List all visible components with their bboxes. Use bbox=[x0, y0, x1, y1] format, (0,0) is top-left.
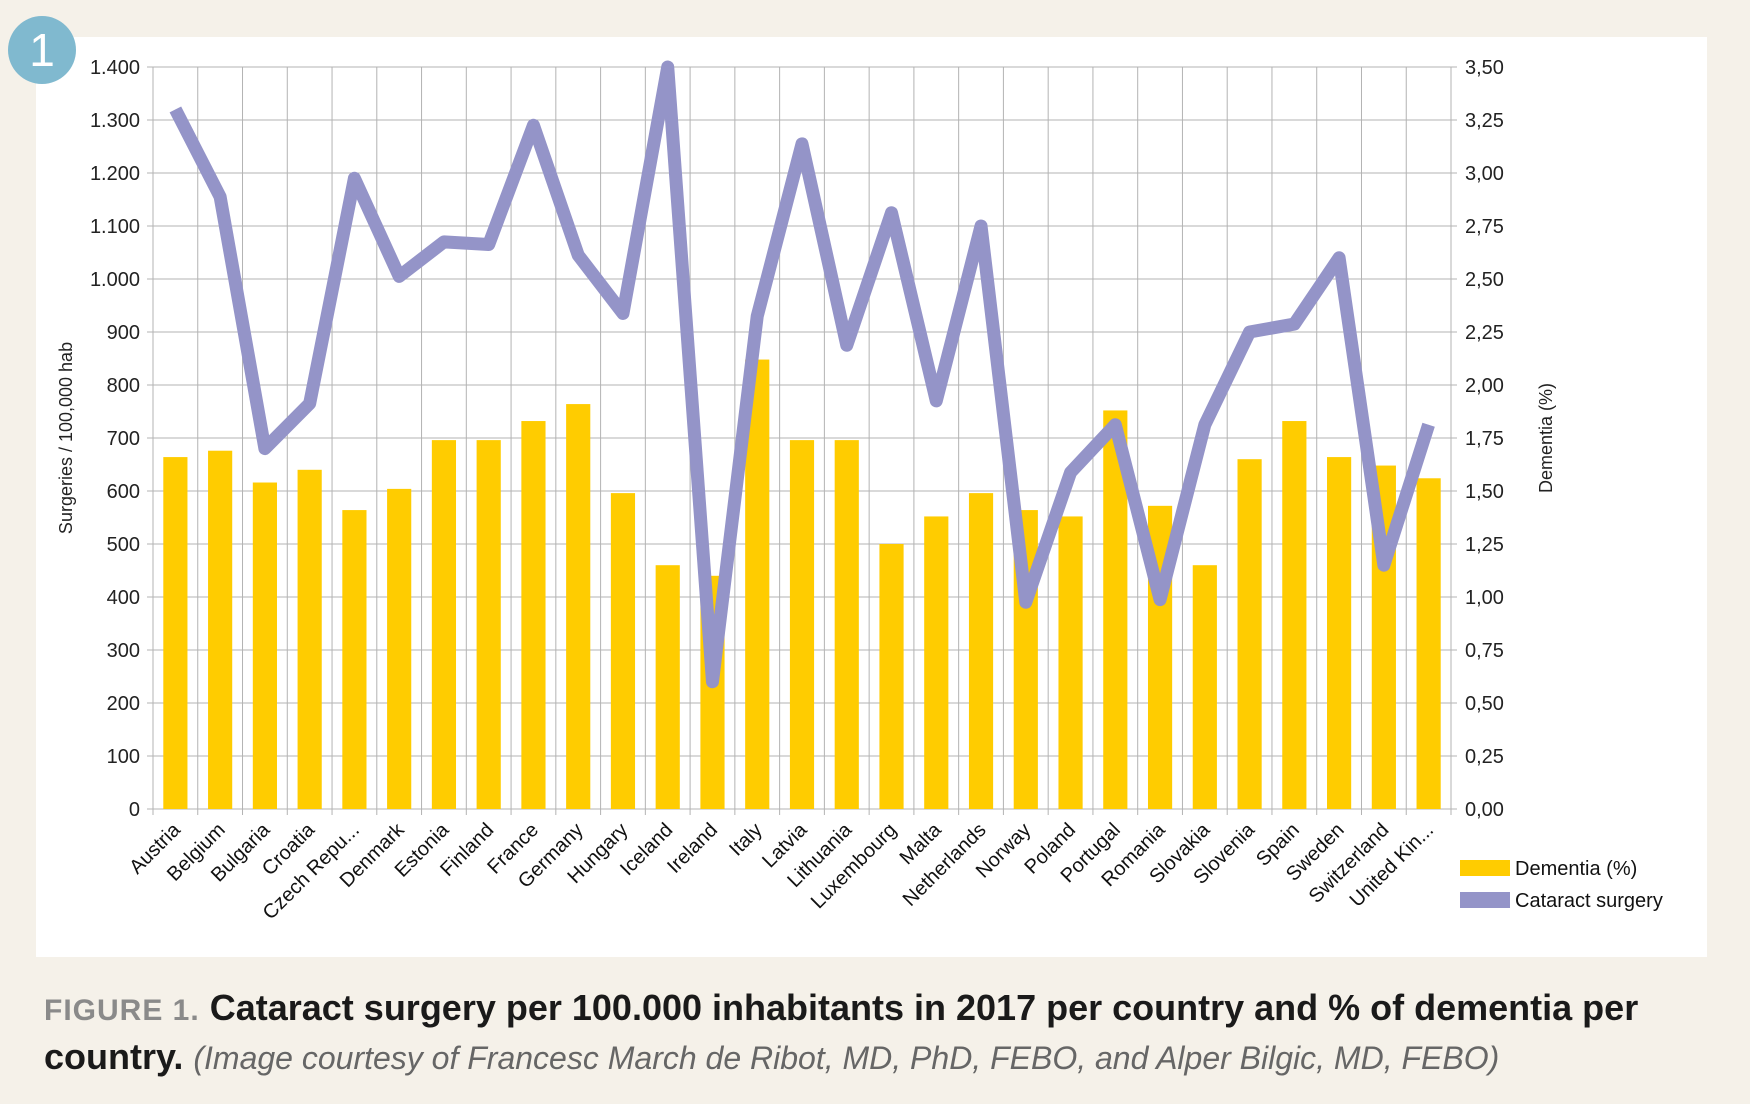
y-axis-title: Surgeries / 100,000 hab bbox=[56, 342, 76, 534]
y-right-tick-label: 1,25 bbox=[1465, 534, 1504, 556]
bar-dementia bbox=[1058, 516, 1083, 809]
bar-dementia bbox=[1237, 459, 1262, 809]
x-tick-label: Ireland bbox=[663, 819, 722, 878]
y-right-tick-label: 3,00 bbox=[1465, 163, 1504, 185]
y-right-axis-title: Dementia (%) bbox=[1536, 383, 1556, 493]
y-right-tick-label: 2,25 bbox=[1465, 322, 1504, 344]
y-tick-label: 300 bbox=[107, 640, 140, 662]
bar-dementia bbox=[1416, 478, 1441, 809]
y-right-tick-label: 1,75 bbox=[1465, 428, 1504, 450]
caption-title: Cataract surgery per 100.000 inhabitants… bbox=[44, 987, 1639, 1077]
y-tick-label: 0 bbox=[129, 799, 140, 821]
bar-dementia bbox=[431, 440, 457, 809]
combo-chart: 0 0,00 100 0,25 200 0,50 300 0,75 400 1,00 500 1,25… bbox=[56, 57, 1663, 924]
y-tick-label: 800 bbox=[107, 375, 140, 397]
bar-dementia bbox=[521, 421, 546, 809]
y-right-tick-label: 1,00 bbox=[1465, 587, 1504, 609]
bar-dementia bbox=[968, 493, 994, 809]
y-tick-label: 900 bbox=[107, 322, 140, 344]
legend-label: Cataract surgery bbox=[1515, 890, 1663, 912]
y-tick-label: 700 bbox=[107, 428, 140, 450]
y-right-tick-label: 2,50 bbox=[1465, 269, 1504, 291]
y-tick-label: 1.300 bbox=[90, 110, 140, 132]
y-tick-label: 1.100 bbox=[90, 216, 140, 238]
bar-dementia bbox=[342, 510, 367, 809]
y-right-tick-label: 0,25 bbox=[1465, 746, 1504, 768]
bar-dementia bbox=[1192, 565, 1217, 809]
figure-label: FIGURE 1. bbox=[44, 994, 200, 1027]
bar-dementia bbox=[566, 404, 591, 809]
y-tick-label: 200 bbox=[107, 693, 140, 715]
figure-caption: FIGURE 1. Cataract surgery per 100.000 i… bbox=[44, 985, 1724, 1081]
y-right-tick-label: 3,50 bbox=[1465, 57, 1504, 79]
bar-dementia bbox=[476, 440, 501, 809]
legend-swatch bbox=[1460, 892, 1510, 908]
y-tick-label: 100 bbox=[107, 746, 140, 768]
bar-dementia bbox=[924, 516, 949, 809]
legend-swatch bbox=[1460, 860, 1510, 876]
bar-dementia bbox=[1282, 421, 1307, 809]
y-tick-label: 600 bbox=[107, 481, 140, 503]
y-right-tick-label: 1,50 bbox=[1465, 481, 1504, 503]
bar-dementia bbox=[297, 469, 322, 809]
bar-dementia bbox=[789, 440, 815, 809]
y-right-tick-label: 0,50 bbox=[1465, 693, 1504, 715]
figure-number-badge: 1 bbox=[8, 16, 76, 84]
y-right-tick-label: 2,75 bbox=[1465, 216, 1504, 238]
bar-dementia bbox=[834, 440, 859, 809]
bar-dementia bbox=[879, 544, 904, 809]
bar-dementia bbox=[387, 488, 412, 809]
y-tick-label: 1.200 bbox=[90, 163, 140, 185]
y-tick-label: 500 bbox=[107, 534, 140, 556]
bar-dementia bbox=[208, 450, 233, 809]
y-right-tick-label: 3,25 bbox=[1465, 110, 1504, 132]
y-tick-label: 1.400 bbox=[90, 57, 140, 79]
bar-dementia bbox=[610, 493, 636, 809]
y-right-tick-label: 2,00 bbox=[1465, 375, 1504, 397]
caption-credit: (Image courtesy of Francesc March de Rib… bbox=[193, 1040, 1500, 1076]
legend-label: Dementia (%) bbox=[1515, 858, 1637, 880]
y-right-tick-label: 0,00 bbox=[1465, 799, 1504, 821]
y-tick-label: 400 bbox=[107, 587, 140, 609]
bar-dementia bbox=[1327, 457, 1352, 809]
bar-dementia bbox=[163, 457, 188, 809]
bar-dementia bbox=[252, 482, 277, 809]
y-right-tick-label: 0,75 bbox=[1465, 640, 1504, 662]
y-tick-label: 1.000 bbox=[90, 269, 140, 291]
bar-dementia bbox=[655, 565, 680, 809]
